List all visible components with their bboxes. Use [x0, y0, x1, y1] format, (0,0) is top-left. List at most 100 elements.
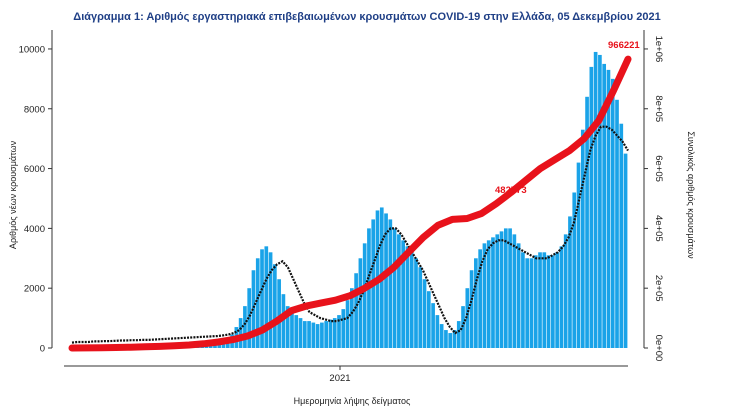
daily-bar: [401, 240, 405, 348]
x-axis-label: Ημερομηνία λήψης δείγματος: [294, 396, 411, 406]
daily-bar: [615, 99, 619, 349]
daily-bar: [512, 234, 517, 348]
daily-bar: [388, 219, 393, 348]
daily-bar: [217, 343, 222, 348]
daily-bar: [414, 258, 418, 348]
axis-labels: Αριθμός νέων κρουσμάτων Συνολικός αριθμός…: [8, 40, 696, 406]
daily-bar: [546, 255, 551, 348]
daily-bar: [478, 249, 482, 348]
daily-bar: [341, 309, 346, 348]
daily-bar: [452, 330, 457, 348]
daily-bar: [362, 243, 367, 348]
daily-bar: [435, 315, 440, 348]
daily-bar: [559, 246, 564, 348]
daily-bar: [298, 318, 303, 348]
daily-bar: [555, 252, 559, 348]
daily-bar: [302, 321, 307, 348]
daily-bar: [285, 306, 290, 348]
daily-bar: [260, 249, 264, 348]
daily-bar: [444, 330, 448, 348]
y2-tick-label: 1e+06: [653, 36, 664, 63]
daily-bar: [486, 240, 491, 348]
daily-bar: [499, 231, 504, 348]
daily-bar: [255, 258, 260, 348]
daily-bar: [431, 303, 435, 348]
y-tick-label: 6000: [24, 164, 45, 175]
daily-bar: [397, 234, 401, 348]
axes: 0 2000 4000 6000 8000 10000 0e+00 2e+05 4e+05 6e+…: [19, 30, 664, 384]
y2-tick-label: 0e+00: [653, 335, 664, 362]
daily-bar: [568, 216, 572, 348]
daily-cases-bars: [72, 51, 628, 349]
daily-bar: [529, 258, 534, 348]
y-tick-label: 0: [40, 344, 45, 355]
daily-bar: [491, 237, 495, 348]
y-tick-label: 8000: [24, 104, 45, 115]
y-axis-label: Αριθμός νέων κρουσμάτων: [8, 140, 18, 249]
daily-bar: [474, 258, 478, 348]
y2-tick-label: 6e+05: [653, 155, 664, 182]
daily-bar: [538, 252, 542, 348]
daily-bar: [358, 258, 363, 348]
daily-bar: [307, 321, 311, 348]
daily-bar: [585, 96, 589, 348]
daily-bar: [294, 315, 299, 348]
daily-bar: [213, 344, 217, 348]
y-tick-label: 2000: [24, 284, 45, 295]
daily-bar: [598, 54, 602, 348]
daily-bar: [268, 252, 273, 348]
daily-bar: [525, 258, 530, 348]
y2-axis-label: Συνολικός αριθμός κρουσμάτων: [686, 131, 696, 259]
daily-bar: [623, 153, 628, 348]
daily-bar: [551, 255, 555, 348]
daily-bar: [563, 234, 568, 348]
daily-bar: [328, 319, 333, 348]
daily-bar: [405, 246, 410, 348]
daily-bar: [516, 243, 521, 348]
daily-bar: [324, 321, 329, 348]
daily-bar: [521, 252, 525, 348]
daily-bar: [508, 228, 512, 348]
daily-bar: [311, 322, 316, 348]
daily-bar: [273, 264, 277, 348]
daily-bar: [439, 324, 444, 348]
daily-bar: [593, 51, 598, 348]
daily-bar: [392, 228, 397, 348]
daily-bar: [469, 270, 474, 348]
daily-bar: [495, 234, 500, 348]
daily-bar: [264, 246, 269, 348]
daily-bar: [332, 318, 337, 348]
daily-bar: [533, 255, 538, 348]
y2-tick-label: 4e+05: [653, 215, 664, 242]
cumulative-total-label: 966221: [608, 40, 640, 51]
daily-bar: [426, 291, 431, 348]
daily-bar: [281, 294, 286, 348]
y2-tick-label: 8e+05: [653, 95, 664, 122]
daily-bar: [606, 69, 611, 348]
daily-bar: [354, 273, 358, 348]
daily-bar: [320, 322, 324, 348]
daily-bar: [315, 324, 320, 348]
daily-bar: [503, 228, 508, 348]
daily-bar: [602, 63, 607, 349]
chart-title: Διάγραμμα 1: Αριθμός εργαστηριακά επιβεβ…: [73, 11, 661, 23]
y-tick-label: 10000: [19, 44, 45, 55]
rolling-line: [71, 125, 629, 344]
daily-bar: [350, 288, 354, 348]
rolling-average-line: [71, 125, 629, 344]
daily-bar: [221, 342, 226, 348]
cumulative-cases-line: [68, 55, 632, 352]
daily-bar: [409, 252, 414, 348]
daily-bar: [418, 267, 423, 348]
daily-bar: [580, 129, 585, 348]
daily-bar: [482, 243, 487, 348]
daily-bar: [448, 333, 453, 348]
daily-bar: [337, 315, 341, 348]
daily-bar: [589, 66, 594, 349]
daily-bar: [465, 288, 470, 348]
daily-bar: [384, 213, 388, 348]
daily-bar: [345, 300, 350, 348]
daily-bar: [238, 318, 243, 348]
daily-bar: [243, 306, 247, 348]
